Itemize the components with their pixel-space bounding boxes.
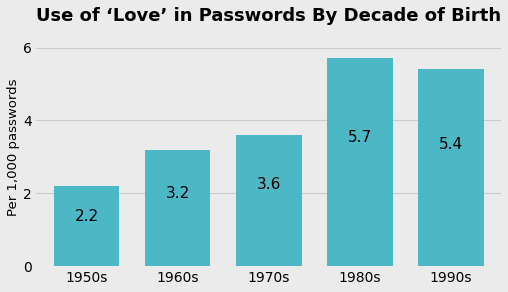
Bar: [327, 58, 393, 266]
Text: 5.4: 5.4: [439, 137, 463, 152]
Text: 5.7: 5.7: [348, 130, 372, 145]
Text: 2.2: 2.2: [74, 209, 99, 224]
Y-axis label: Per 1,000 passwords: Per 1,000 passwords: [7, 79, 20, 216]
Bar: [145, 150, 210, 266]
Bar: [418, 69, 484, 266]
Title: Use of ‘Love’ in Passwords By Decade of Birth: Use of ‘Love’ in Passwords By Decade of …: [36, 7, 501, 25]
Text: 3.6: 3.6: [257, 177, 281, 192]
Bar: [236, 135, 302, 266]
Bar: [54, 186, 119, 266]
Text: 3.2: 3.2: [166, 186, 190, 201]
